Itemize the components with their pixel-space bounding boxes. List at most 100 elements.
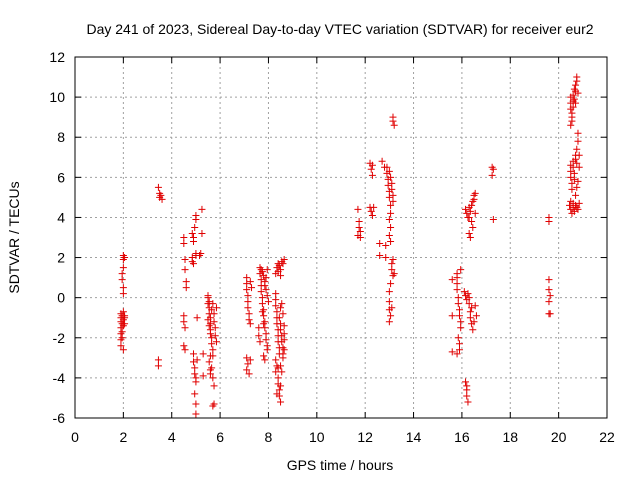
y-axis-label: SDTVAR / TECUs: [6, 181, 22, 293]
data-point-marker: [244, 304, 252, 312]
data-point-marker: [384, 181, 392, 189]
data-point-marker: [489, 165, 497, 173]
data-point-marker: [455, 306, 463, 314]
data-point-marker: [206, 352, 214, 360]
data-point-marker: [245, 310, 253, 318]
data-point-marker: [212, 304, 220, 312]
data-point-marker: [208, 340, 216, 348]
data-point-marker: [455, 312, 463, 320]
data-point-marker: [569, 103, 577, 111]
data-point-marker: [385, 215, 393, 223]
data-point-marker: [567, 167, 575, 175]
data-points: [117, 73, 583, 418]
data-point-marker: [262, 286, 270, 294]
data-point-marker: [277, 326, 285, 334]
data-point-marker: [180, 234, 188, 241]
plot-frame: [74, 56, 608, 419]
data-point-marker: [197, 250, 205, 258]
data-point-marker: [387, 173, 395, 181]
data-point-marker: [119, 284, 127, 292]
data-point-marker: [255, 332, 263, 340]
data-point-marker: [181, 266, 189, 274]
data-point-marker: [465, 300, 473, 308]
data-point-marker: [243, 280, 251, 288]
y-tick-label: 8: [57, 129, 65, 145]
data-point-marker: [261, 356, 269, 364]
data-point-marker: [272, 356, 280, 364]
data-point-marker: [572, 155, 580, 163]
data-point-marker: [154, 356, 162, 364]
data-point-marker: [572, 191, 580, 199]
data-point-marker: [118, 334, 126, 342]
x-tick-label: 16: [454, 429, 470, 445]
data-point-marker: [570, 169, 578, 177]
data-point-marker: [466, 308, 474, 316]
data-point-marker: [355, 223, 363, 231]
data-point-marker: [453, 286, 461, 294]
data-point-marker: [457, 324, 465, 332]
data-point-marker: [389, 197, 397, 205]
data-point-marker: [206, 330, 214, 338]
data-point-marker: [193, 314, 201, 322]
data-point-marker: [472, 312, 480, 320]
grid: [75, 57, 607, 418]
data-point-marker: [258, 308, 266, 316]
data-point-marker: [277, 382, 285, 390]
x-tick-label: 18: [502, 429, 518, 445]
data-point-marker: [180, 240, 188, 248]
data-point-marker: [385, 193, 393, 201]
data-point-marker: [389, 117, 397, 125]
data-point-marker: [570, 175, 578, 183]
data-point-marker: [356, 234, 364, 241]
data-point-marker: [382, 254, 390, 262]
data-point-marker: [389, 191, 397, 199]
data-point-marker: [191, 223, 199, 231]
data-point-marker: [246, 356, 254, 364]
data-point-marker: [209, 346, 217, 354]
data-point-marker: [470, 318, 478, 326]
data-point-marker: [575, 163, 583, 171]
data-point-marker: [279, 310, 287, 318]
data-point-marker: [470, 195, 478, 203]
data-point-marker: [546, 310, 554, 318]
data-point-marker: [274, 268, 282, 276]
data-point-marker: [246, 278, 254, 286]
data-point-marker: [567, 121, 575, 129]
data-point-marker: [191, 390, 199, 398]
data-point-marker: [244, 298, 252, 306]
data-point-marker: [574, 137, 582, 145]
data-point-marker: [204, 292, 212, 300]
data-point-marker: [210, 400, 218, 408]
data-point-marker: [280, 322, 288, 330]
data-point-marker: [189, 260, 197, 268]
data-point-marker: [489, 215, 497, 223]
y-tick-label: 12: [49, 49, 65, 65]
y-tick-label: -6: [53, 410, 66, 426]
data-point-marker: [244, 292, 252, 300]
data-point-marker: [463, 209, 471, 217]
data-point-marker: [388, 185, 396, 193]
data-point-marker: [389, 256, 397, 264]
data-point-marker: [388, 304, 396, 312]
data-point-marker: [274, 374, 282, 382]
data-point-marker: [154, 362, 162, 370]
data-point-marker: [462, 205, 470, 213]
data-point-marker: [209, 374, 217, 382]
data-point-marker: [387, 209, 395, 217]
data-point-marker: [191, 370, 199, 378]
data-point-marker: [198, 205, 206, 213]
data-point-marker: [454, 300, 462, 308]
x-tick-label: 4: [168, 429, 176, 445]
data-point-marker: [368, 211, 376, 219]
data-point-marker: [569, 91, 577, 99]
data-point-marker: [210, 318, 218, 326]
data-point-marker: [260, 352, 268, 360]
y-tick-label: -2: [53, 330, 66, 346]
data-point-marker: [262, 330, 270, 338]
data-point-marker: [258, 300, 266, 308]
data-point-marker: [385, 231, 393, 239]
data-point-marker: [199, 372, 207, 380]
data-point-marker: [188, 229, 196, 237]
data-point-marker: [248, 284, 256, 292]
